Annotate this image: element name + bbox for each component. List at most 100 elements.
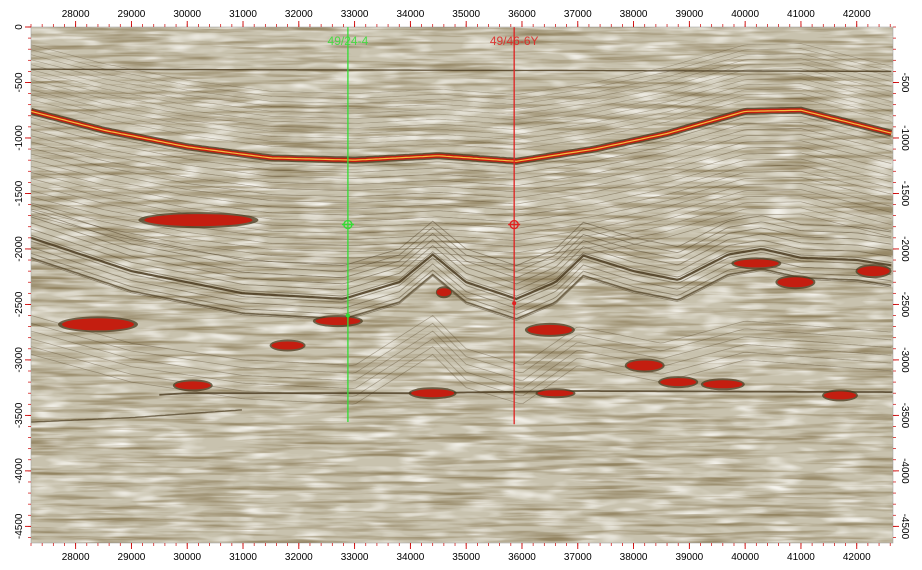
reflector xyxy=(31,195,892,248)
shallow-reflector xyxy=(31,43,892,96)
reflector xyxy=(31,158,892,211)
x-tick-label-bottom: 41000 xyxy=(787,552,815,563)
seismic-texture-dark xyxy=(31,27,893,543)
reflector xyxy=(31,213,892,266)
amplitude-anomaly xyxy=(144,214,253,227)
y-tick-label-right: -3500 xyxy=(899,403,910,429)
x-tick-label-top: 29000 xyxy=(118,9,146,20)
plot-frame xyxy=(30,26,894,544)
y-tick-label-left: 0 xyxy=(14,24,25,30)
y-tick-label-right: -500 xyxy=(899,72,910,92)
deep-reflector xyxy=(31,259,892,321)
deep-reflector xyxy=(31,222,892,285)
x-tick-label-bottom: 37000 xyxy=(564,552,592,563)
well-1: 49/24-4 xyxy=(328,27,369,423)
x-tick-label-top: 36000 xyxy=(508,9,536,20)
lower-reflector xyxy=(31,346,892,397)
y-tick-label-left: -2500 xyxy=(14,291,25,317)
shallow-reflector xyxy=(31,48,892,101)
amplitude-anomaly xyxy=(174,381,211,390)
amplitude-anomaly xyxy=(823,391,857,400)
reflector xyxy=(31,170,892,223)
y-tick-label-left: -3500 xyxy=(14,402,25,428)
shallow-reflector xyxy=(31,98,892,150)
reflector xyxy=(31,128,892,180)
amplitude-anomaly xyxy=(411,389,455,398)
reflector xyxy=(31,115,892,168)
lower-reflector xyxy=(31,353,892,405)
amplitude-anomaly xyxy=(62,318,134,331)
lower-reflector xyxy=(31,314,892,366)
amplitude-anomaly xyxy=(703,380,743,389)
x-tick-label-bottom: 36000 xyxy=(508,552,536,563)
x-tick-label-bottom: 30000 xyxy=(173,552,201,563)
axes: 28000 28000 29000 29000 30000 30000 31000 31000… xyxy=(14,9,910,563)
seabed-reflector-core xyxy=(31,109,892,162)
reflector xyxy=(31,122,892,174)
shallow-reflector xyxy=(31,63,892,116)
deep-reflector xyxy=(31,228,892,291)
y-tick-label-right: -2000 xyxy=(899,236,910,262)
y-tick-label-right: -4000 xyxy=(899,458,910,484)
y-tick-label-right: -3000 xyxy=(899,347,910,373)
x-tick-label-bottom: 31000 xyxy=(229,552,257,563)
base-reflector xyxy=(31,409,242,423)
y-tick-label-left: -4500 xyxy=(14,513,25,539)
x-tick-label-top: 28000 xyxy=(62,9,90,20)
reflector xyxy=(31,164,892,217)
deep-reflector xyxy=(31,210,892,273)
reflector xyxy=(31,146,892,199)
x-tick-label-bottom: 34000 xyxy=(396,552,424,563)
x-tick-label-top: 40000 xyxy=(731,9,759,20)
deep-strong-reflector xyxy=(31,236,892,301)
shallow-reflector xyxy=(31,73,892,126)
amplitude-anomaly xyxy=(626,360,663,371)
amplitude-anomaly xyxy=(777,277,814,288)
x-tick-label-top: 31000 xyxy=(229,9,257,20)
x-tick-label-bottom: 42000 xyxy=(843,552,871,563)
reflector xyxy=(31,201,892,254)
y-tick-label-right: -4500 xyxy=(899,514,910,540)
x-tick-label-top: 34000 xyxy=(396,9,424,20)
amplitude-anomaly xyxy=(537,390,574,397)
x-tick-label-top: 37000 xyxy=(564,9,592,20)
shallow-reflector xyxy=(31,78,892,130)
deep-reflector xyxy=(31,240,892,303)
amplitude-anomaly xyxy=(436,288,452,297)
plot-area[interactable]: 49/24-4 49/46-6Y xyxy=(31,27,893,543)
well-pick-dot xyxy=(512,301,517,306)
lower-reflector xyxy=(31,330,892,382)
amplitude-anomaly xyxy=(857,266,890,277)
well-2: 49/46-6Y xyxy=(490,27,539,425)
shallow-reflector xyxy=(31,88,892,140)
amplitude-anomaly xyxy=(315,317,361,326)
x-tick-label-top: 35000 xyxy=(452,9,480,20)
shallow-reflector xyxy=(31,93,892,145)
y-tick-label-left: -1000 xyxy=(14,125,25,151)
reflector xyxy=(31,177,892,229)
reflector xyxy=(31,207,892,260)
well-label: 49/46-6Y xyxy=(490,34,539,48)
shallow-reflector xyxy=(31,83,892,135)
amplitude-anomaly xyxy=(733,259,779,268)
amplitude-anomaly xyxy=(660,378,697,387)
well-trajectories: 49/24-4 49/46-6Y xyxy=(328,27,539,425)
deep-reflector xyxy=(31,204,892,267)
reflector xyxy=(31,152,892,205)
y-tick-label-left: -1500 xyxy=(14,180,25,206)
x-tick-label-top: 33000 xyxy=(341,9,369,20)
y-tick-label-left: -4000 xyxy=(14,458,25,484)
shallow-strong-reflector xyxy=(31,68,892,73)
shallow-reflector xyxy=(31,68,892,121)
x-tick-label-bottom: 38000 xyxy=(620,552,648,563)
y-tick-label-left: -2000 xyxy=(14,236,25,262)
shallow-reflector xyxy=(31,53,892,106)
y-tick-label-right: -1000 xyxy=(899,125,910,151)
x-tick-label-top: 41000 xyxy=(787,9,815,20)
x-tick-label-bottom: 40000 xyxy=(731,552,759,563)
x-tick-label-top: 38000 xyxy=(620,9,648,20)
x-tick-label-top: 42000 xyxy=(843,9,871,20)
reflector xyxy=(31,134,892,187)
x-tick-label-bottom: 28000 xyxy=(62,552,90,563)
